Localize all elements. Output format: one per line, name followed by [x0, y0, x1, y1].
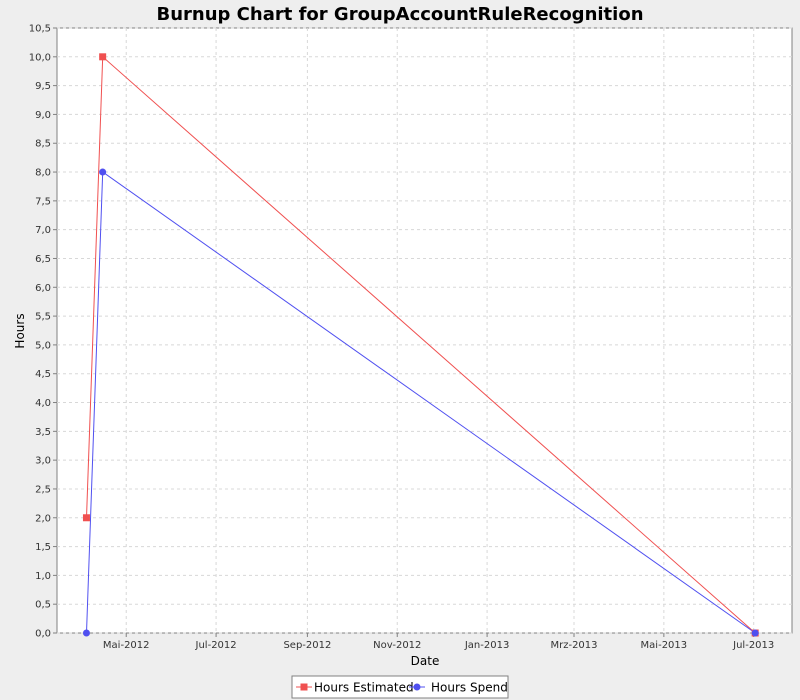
x-tick-label: Mai-2012	[103, 640, 150, 651]
chart-title: Burnup Chart for GroupAccountRuleRecogni…	[156, 4, 643, 25]
y-tick-label: 7,5	[35, 196, 51, 207]
data-point-hours-spend	[751, 629, 759, 637]
x-tick-label: Sep-2012	[283, 640, 331, 651]
legend: Hours Estimated Hours Spend	[291, 675, 509, 699]
y-tick-label: 8,0	[35, 168, 51, 179]
y-axis-ticks: 0,0 0,5 1,0 1,5 2,0 2,5 3,0 3,5 4,0 4,5 5,0 5,5 6,0 6…	[29, 24, 57, 640]
data-point-hours-estimated	[82, 514, 90, 522]
data-point-hours-spend	[99, 168, 107, 176]
y-tick-label: 9,5	[35, 81, 51, 92]
y-tick-label: 3,5	[35, 427, 51, 438]
x-tick-label: Jul-2012	[195, 640, 237, 651]
legend-marker-hours-spend	[413, 683, 421, 691]
y-tick-label: 1,0	[35, 571, 51, 582]
y-tick-label: 5,5	[35, 312, 51, 323]
x-tick-label: Mrz-2013	[550, 640, 597, 651]
x-axis-label: Date	[411, 654, 440, 668]
legend-label-hours-spend: Hours Spend	[431, 681, 508, 695]
y-tick-label: 4,0	[35, 398, 51, 409]
data-point-hours-spend	[82, 629, 90, 637]
x-tick-label: Nov-2012	[373, 640, 421, 651]
y-axis-label: Hours	[13, 313, 27, 348]
y-tick-label: 8,5	[35, 139, 51, 150]
y-tick-label: 10,0	[29, 52, 51, 63]
legend-label-hours-estimated: Hours Estimated	[314, 681, 414, 695]
y-tick-label: 6,0	[35, 283, 51, 294]
y-tick-label: 9,0	[35, 110, 51, 121]
y-tick-label: 1,5	[35, 542, 51, 553]
legend-box	[291, 675, 509, 699]
y-tick-label: 0,0	[35, 629, 51, 640]
y-tick-label: 4,5	[35, 369, 51, 380]
legend-marker-hours-estimated	[300, 683, 308, 691]
grid-lines	[57, 27, 792, 634]
x-tick-label: Jan-2013	[464, 640, 509, 651]
y-tick-label: 6,5	[35, 254, 51, 265]
series-layer	[82, 53, 759, 637]
y-tick-label: 0,5	[35, 600, 51, 611]
y-tick-label: 10,5	[29, 24, 51, 35]
plot-area	[56, 27, 793, 634]
y-tick-label: 2,0	[35, 513, 51, 524]
x-axis-ticks: Mai-2012 Jul-2012 Sep-2012 Nov-2012 Jan-2013…	[103, 633, 774, 651]
y-tick-label: 2,5	[35, 484, 51, 495]
y-tick-label: 7,0	[35, 225, 51, 236]
y-tick-label: 3,0	[35, 456, 51, 467]
data-point-hours-estimated	[99, 53, 107, 61]
y-tick-label: 5,0	[35, 340, 51, 351]
x-tick-label: Jul-2013	[732, 640, 774, 651]
x-tick-label: Mai-2013	[641, 640, 688, 651]
